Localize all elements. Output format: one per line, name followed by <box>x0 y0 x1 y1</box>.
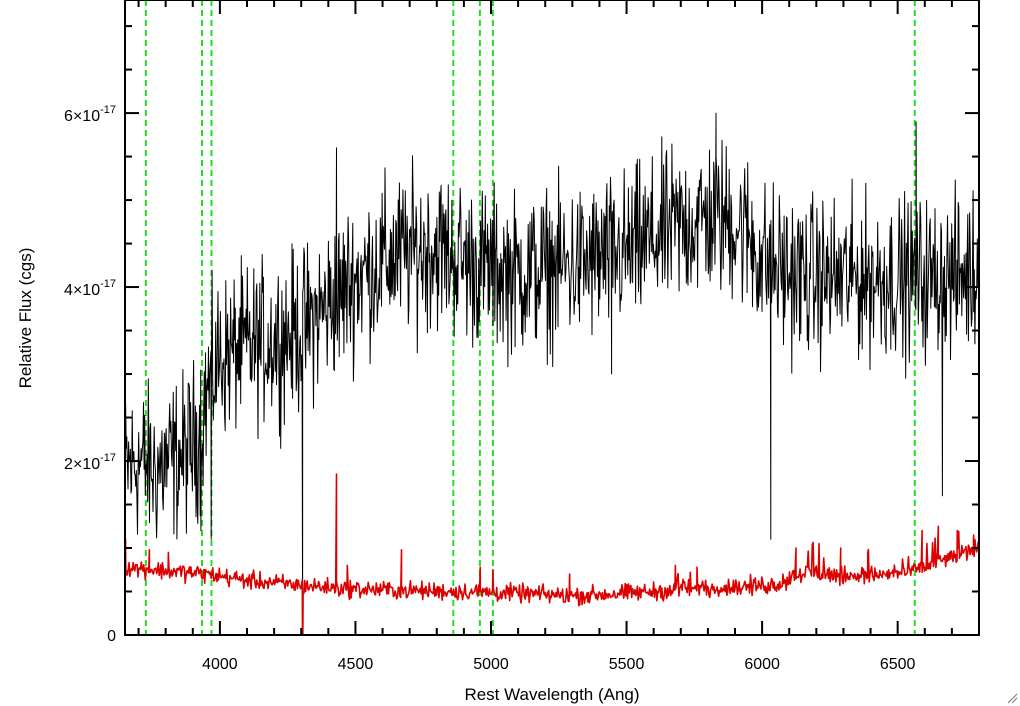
reference-lines <box>144 0 916 635</box>
x-tick-label: 4500 <box>338 656 374 673</box>
series-layer <box>125 112 979 635</box>
y-tick-label: 0 <box>107 628 116 645</box>
spectrum-line <box>125 112 979 635</box>
x-tick-label: 6000 <box>744 656 780 673</box>
y-tick-label: 4×10-17 <box>64 278 116 299</box>
x-axis: 4000 4500 5000 5500 6000 6500 <box>137 0 980 673</box>
x-tick-label: 4000 <box>202 656 238 673</box>
x-tick-label: 5500 <box>609 656 645 673</box>
y-tick-label: 6×10-17 <box>64 104 116 125</box>
resize-grip-icon[interactable] <box>1006 692 1018 704</box>
x-tick-label: 6500 <box>880 656 916 673</box>
x-tick-label: 5000 <box>473 656 509 673</box>
plot-frame <box>124 0 980 636</box>
y-axis-label: Relative Flux (cgs) <box>16 248 35 389</box>
x-axis-label: Rest Wavelength (Ang) <box>464 685 639 704</box>
model-line <box>125 473 979 635</box>
y-tick-label: 2×10-17 <box>64 452 116 473</box>
